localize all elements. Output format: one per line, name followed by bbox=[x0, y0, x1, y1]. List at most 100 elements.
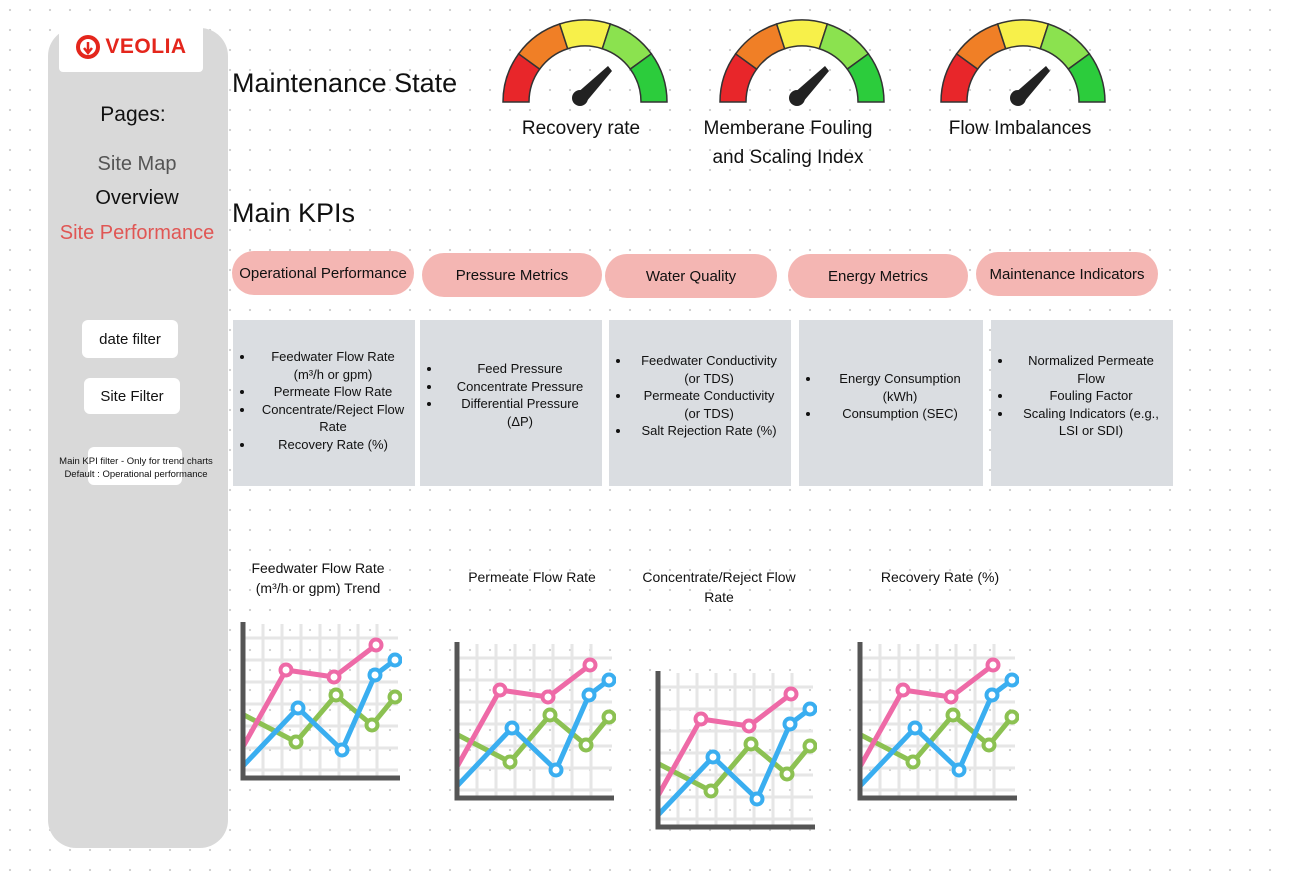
chart-point bbox=[741, 718, 757, 734]
chart-series-line bbox=[656, 691, 794, 797]
kpi-item: Salt Rejection Rate (%) bbox=[631, 422, 781, 440]
chart-series-line bbox=[858, 662, 996, 768]
trend-title-line1: Recovery Rate (%) bbox=[880, 569, 1000, 585]
chart-point bbox=[502, 754, 518, 770]
trend-title-line1: Concentrate/Reject Flow bbox=[642, 569, 796, 585]
chart-point bbox=[387, 652, 402, 668]
chart-point bbox=[703, 783, 719, 799]
kpi-item: Concentrate Pressure bbox=[442, 378, 592, 396]
kpi-item: Permeate Conductivity (or TDS) bbox=[631, 387, 781, 422]
nav-overview[interactable]: Overview bbox=[95, 187, 179, 209]
line-chart-icon bbox=[857, 642, 1019, 801]
line-chart-icon bbox=[240, 622, 402, 781]
trend-title-feedwater: Feedwater Flow Rate (m³/h or gpm) Trend bbox=[232, 558, 404, 598]
chart-point bbox=[387, 689, 402, 705]
chart-point bbox=[288, 734, 304, 750]
chart-point bbox=[782, 716, 798, 732]
chart-point bbox=[749, 791, 765, 807]
trend-title-concentrate: Concentrate/Reject Flow Rate bbox=[628, 567, 810, 607]
gauge-hub bbox=[1010, 90, 1026, 106]
speedometer-gauge-icon bbox=[940, 19, 1106, 106]
gauge-label-line2: and Scaling Index bbox=[712, 147, 864, 168]
gauge-label-recovery-rate: Recovery rate bbox=[490, 114, 672, 143]
trend-chart-concentrate[interactable] bbox=[655, 669, 817, 831]
chart-point bbox=[542, 707, 558, 723]
chart-point bbox=[504, 720, 520, 736]
chart-point bbox=[905, 754, 921, 770]
trend-chart-recovery-rate[interactable] bbox=[857, 640, 1019, 802]
trend-chart-feedwater[interactable] bbox=[240, 620, 402, 782]
main-kpi-filter-note: Main KPI filter - Only for trend charts … bbox=[38, 455, 234, 481]
date-filter-button[interactable]: date filter bbox=[82, 320, 178, 358]
gauge-label-line1: Flow Imbalances bbox=[948, 118, 1092, 139]
kpi-tab-operational-performance[interactable]: Operational Performance bbox=[232, 251, 414, 295]
speedometer-gauge-icon bbox=[719, 19, 885, 106]
chart-series-line bbox=[455, 662, 593, 768]
gauge-label-membrane-fouling: Memberane Fouling and Scaling Index bbox=[680, 114, 896, 172]
kpi-list: Feed Pressure Concentrate Pressure Diffe… bbox=[420, 320, 602, 430]
chart-point bbox=[895, 682, 911, 698]
maintenance-state-title: Maintenance State bbox=[232, 68, 458, 98]
gauge-segment bbox=[846, 52, 885, 103]
kpi-card-operational-performance: Feedwater Flow Rate (m³/h or gpm) Permea… bbox=[233, 320, 415, 486]
kpi-item: Consumption (SEC) bbox=[821, 405, 973, 423]
kpi-tab-pressure-metrics[interactable]: Pressure Metrics bbox=[422, 253, 602, 297]
kpi-tab-energy-metrics[interactable]: Energy Metrics bbox=[788, 254, 968, 298]
kpi-filter-note-line1: Main KPI filter - Only for trend charts bbox=[59, 456, 213, 467]
chart-point bbox=[582, 657, 598, 673]
chart-axis bbox=[655, 671, 815, 830]
chart-point bbox=[951, 762, 967, 778]
trend-title-line1: Permeate Flow Rate bbox=[468, 569, 596, 585]
kpi-card-pressure-metrics: Feed Pressure Concentrate Pressure Diffe… bbox=[420, 320, 602, 486]
chart-point bbox=[540, 689, 556, 705]
chart-axis bbox=[240, 622, 400, 781]
chart-axis bbox=[857, 642, 1017, 801]
chart-point bbox=[328, 687, 344, 703]
chart-point bbox=[548, 762, 564, 778]
gauge-segment bbox=[996, 19, 1050, 50]
chart-point bbox=[705, 749, 721, 765]
veolia-logo-icon bbox=[76, 35, 101, 59]
gauge-hub bbox=[789, 90, 805, 106]
chart-point bbox=[981, 737, 997, 753]
chart-point bbox=[581, 687, 597, 703]
line-chart-icon bbox=[454, 642, 616, 801]
logo-text: VEOLIA bbox=[105, 35, 187, 58]
gauge-hub bbox=[572, 90, 588, 106]
gauge-segment bbox=[629, 52, 668, 103]
site-filter-button[interactable]: Site Filter bbox=[84, 378, 180, 414]
trend-chart-permeate[interactable] bbox=[454, 640, 616, 802]
nav-site-map[interactable]: Site Map bbox=[97, 153, 177, 175]
trend-title-line1: Feedwater Flow Rate bbox=[251, 560, 385, 576]
gauge-segment bbox=[1067, 52, 1106, 103]
kpi-list: Energy Consumption (kWh) Consumption (SE… bbox=[799, 320, 983, 423]
line-chart-icon bbox=[655, 671, 817, 830]
kpi-list: Normalized Permeate Flow Fouling Factor … bbox=[991, 320, 1173, 440]
chart-point bbox=[290, 700, 306, 716]
chart-point bbox=[1004, 709, 1019, 725]
gauge-flow-imbalances bbox=[938, 14, 1108, 124]
gauge-label-line1: Memberane Fouling bbox=[703, 118, 873, 139]
kpi-filter-note-line2: Default : Operational performance bbox=[64, 469, 208, 480]
gauge-segment bbox=[558, 19, 612, 50]
kpi-tab-water-quality[interactable]: Water Quality bbox=[605, 254, 777, 298]
chart-point bbox=[743, 736, 759, 752]
gauge-label-flow-imbalances: Flow Imbalances bbox=[920, 114, 1120, 143]
main-kpi-filter-button[interactable] bbox=[88, 447, 182, 485]
chart-point bbox=[943, 689, 959, 705]
nav-site-performance[interactable]: Site Performance bbox=[59, 222, 215, 244]
sidebar bbox=[48, 28, 228, 848]
kpi-item: Recovery Rate (%) bbox=[255, 436, 405, 454]
chart-point bbox=[984, 687, 1000, 703]
kpi-card-maintenance-indicators: Normalized Permeate Flow Fouling Factor … bbox=[991, 320, 1173, 486]
chart-point bbox=[693, 711, 709, 727]
kpi-tab-maintenance-indicators[interactable]: Maintenance Indicators bbox=[976, 252, 1158, 296]
kpi-list: Feedwater Flow Rate (m³/h or gpm) Permea… bbox=[233, 320, 415, 453]
chart-point bbox=[783, 686, 799, 702]
kpi-card-water-quality: Feedwater Conductivity (or TDS) Permeate… bbox=[609, 320, 791, 486]
chart-point bbox=[802, 738, 817, 754]
chart-point bbox=[326, 669, 342, 685]
pages-heading: Pages: bbox=[100, 103, 166, 126]
kpi-item: Normalized Permeate Flow bbox=[1013, 352, 1163, 387]
main-kpis-title: Main KPIs bbox=[232, 198, 356, 228]
